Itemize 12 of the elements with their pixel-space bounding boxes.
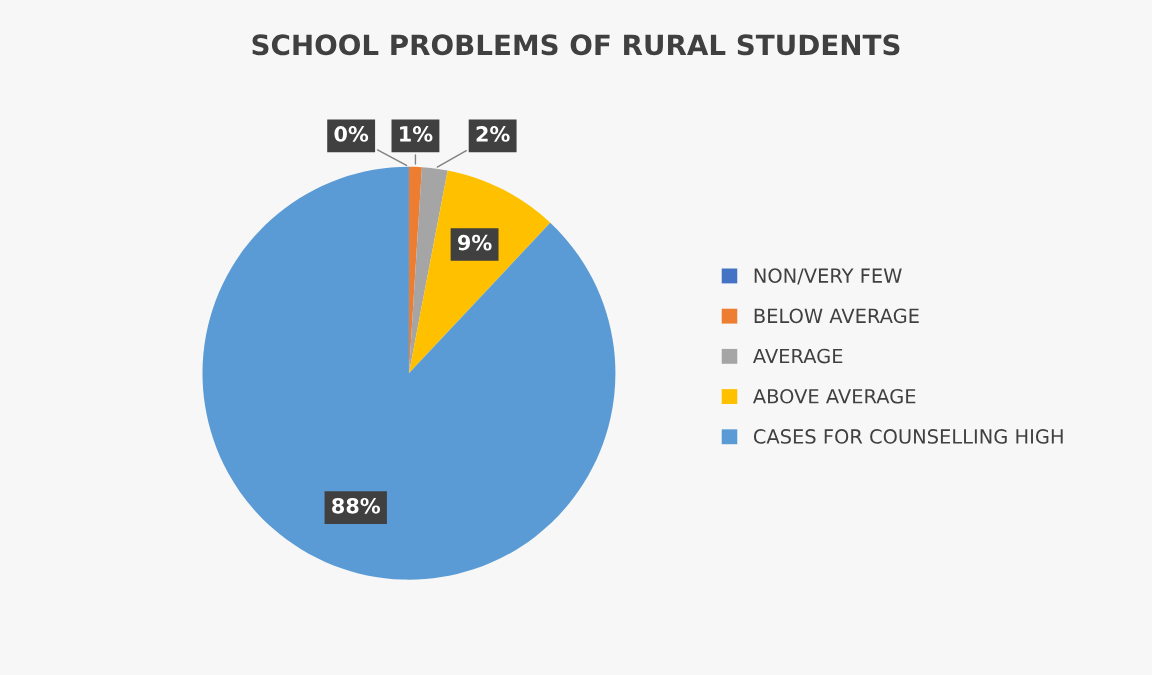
data-label: 1% [400, 126, 433, 142]
chart-title: SCHOOL PROBLEMS OF RURAL STUDENTS [252, 34, 900, 56]
legend-label: NON/VERY FEW [754, 268, 902, 285]
legend-label: CASES FOR COUNSELLING HIGH [753, 429, 1063, 444]
legend-label: AVERAGE [752, 348, 843, 364]
data-label: 9% [457, 234, 492, 251]
data-label: 2% [476, 126, 510, 142]
pie-slice [202, 166, 616, 580]
legend-label: ABOVE AVERAGE [752, 388, 916, 404]
data-label: 88% [332, 497, 381, 514]
text: 0% [334, 126, 369, 142]
legend-label: BELOW AVERAGE [754, 308, 919, 324]
